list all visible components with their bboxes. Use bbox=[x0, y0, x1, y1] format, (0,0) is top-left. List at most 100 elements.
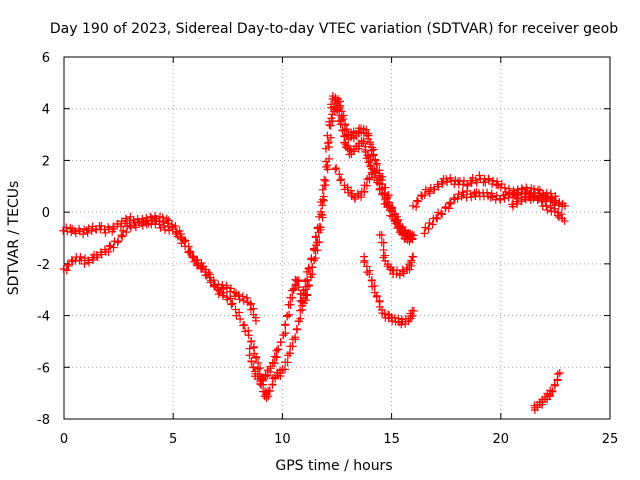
data-point bbox=[372, 291, 381, 300]
data-point bbox=[553, 370, 562, 379]
data-point bbox=[311, 232, 320, 241]
data-point bbox=[213, 285, 222, 294]
data-point bbox=[560, 216, 569, 225]
data-point bbox=[432, 213, 441, 222]
y-axis-label: SDTVAR / TECUs bbox=[6, 181, 22, 296]
data-point bbox=[360, 187, 369, 196]
data-point bbox=[408, 252, 417, 261]
data-point bbox=[457, 192, 466, 201]
data-point bbox=[262, 390, 271, 399]
data-point bbox=[424, 187, 433, 196]
data-point bbox=[316, 207, 325, 216]
series-5 bbox=[360, 252, 418, 329]
data-point bbox=[483, 188, 492, 197]
data-point bbox=[388, 203, 397, 212]
data-point bbox=[234, 290, 243, 299]
data-point bbox=[105, 241, 114, 250]
data-point bbox=[409, 306, 418, 315]
y-tick-label: 2 bbox=[42, 154, 50, 169]
x-tick-label: 5 bbox=[169, 432, 177, 447]
data-point bbox=[333, 106, 342, 115]
data-point bbox=[321, 176, 330, 185]
x-axis-label: GPS time / hours bbox=[275, 458, 392, 474]
data-point bbox=[550, 381, 559, 390]
data-point bbox=[227, 300, 236, 309]
data-point bbox=[361, 145, 370, 154]
data-point bbox=[331, 165, 340, 174]
data-point bbox=[395, 271, 404, 280]
data-point bbox=[509, 193, 518, 202]
data-point bbox=[272, 346, 281, 355]
data-point bbox=[407, 258, 416, 267]
data-point bbox=[296, 306, 305, 315]
data-point bbox=[492, 180, 501, 189]
data-point bbox=[434, 182, 443, 191]
data-point bbox=[83, 228, 92, 237]
data-point bbox=[332, 164, 341, 173]
data-point bbox=[500, 194, 509, 203]
data-point bbox=[365, 270, 374, 279]
data-point bbox=[245, 351, 254, 360]
data-point bbox=[488, 180, 497, 189]
data-point bbox=[326, 133, 335, 142]
data-point bbox=[360, 256, 369, 265]
data-point bbox=[379, 238, 388, 247]
data-point bbox=[453, 194, 462, 203]
x-tick-label: 0 bbox=[60, 432, 68, 447]
data-point bbox=[449, 194, 458, 203]
y-tick-label: -6 bbox=[37, 361, 50, 376]
data-point bbox=[286, 300, 295, 309]
data-point bbox=[420, 229, 429, 238]
data-point bbox=[201, 265, 210, 274]
data-point bbox=[369, 150, 378, 159]
data-point bbox=[337, 175, 346, 184]
data-point bbox=[197, 259, 206, 268]
data-point bbox=[64, 261, 73, 270]
data-point bbox=[228, 299, 237, 308]
data-point bbox=[323, 131, 332, 140]
data-point bbox=[375, 184, 384, 193]
data-point bbox=[186, 247, 195, 256]
data-point bbox=[384, 191, 393, 200]
y-tick-label: 6 bbox=[42, 51, 50, 66]
data-point bbox=[318, 211, 327, 220]
data-point bbox=[253, 372, 262, 381]
y-tick-label: 0 bbox=[42, 206, 50, 221]
data-point bbox=[467, 193, 476, 202]
data-point bbox=[509, 202, 518, 211]
data-point bbox=[313, 246, 322, 255]
data-point bbox=[63, 260, 72, 269]
data-point bbox=[425, 189, 434, 198]
data-point bbox=[561, 201, 570, 210]
series-2 bbox=[59, 92, 414, 403]
y-tick-label: -2 bbox=[37, 258, 50, 273]
data-marks bbox=[59, 92, 570, 415]
data-point bbox=[424, 224, 433, 233]
data-point bbox=[206, 276, 215, 285]
data-point bbox=[414, 197, 423, 206]
series-8 bbox=[420, 186, 569, 238]
data-point bbox=[309, 256, 318, 265]
data-point bbox=[303, 282, 312, 291]
data-point bbox=[101, 228, 110, 237]
data-point bbox=[343, 141, 352, 150]
data-point bbox=[493, 177, 502, 186]
data-point bbox=[325, 154, 334, 163]
data-point bbox=[555, 368, 564, 377]
data-point bbox=[326, 121, 335, 130]
data-point bbox=[291, 333, 300, 342]
data-point bbox=[281, 320, 290, 329]
data-point bbox=[318, 185, 327, 194]
data-point bbox=[379, 253, 388, 262]
data-point bbox=[320, 175, 329, 184]
data-point bbox=[176, 230, 185, 239]
data-point bbox=[265, 387, 274, 396]
data-point bbox=[319, 192, 328, 201]
data-point bbox=[339, 115, 348, 124]
data-point bbox=[156, 223, 165, 232]
data-point bbox=[472, 178, 481, 187]
data-point bbox=[164, 222, 173, 231]
data-point bbox=[362, 181, 371, 190]
data-point bbox=[283, 358, 292, 367]
data-point bbox=[379, 246, 388, 255]
